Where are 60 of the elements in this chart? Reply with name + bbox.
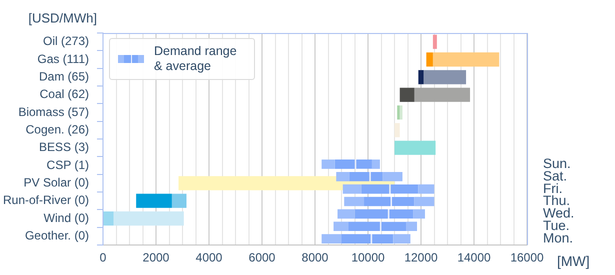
y-tick-label: Biomass (57)	[18, 104, 90, 119]
bar	[414, 88, 470, 102]
x-tick-label: 4000	[196, 250, 223, 265]
y-tick-label: Tue.	[543, 218, 570, 234]
bar	[136, 194, 172, 208]
legend-label: Demand range & average	[154, 44, 238, 74]
bar	[413, 209, 425, 219]
bar	[334, 222, 348, 232]
y-tick-label: Gas (111)	[37, 52, 89, 66]
y-tick-label: Coal (62)	[40, 87, 89, 102]
y-tick-label: Geother. (0)	[24, 228, 90, 242]
bar	[400, 105, 402, 120]
x-tick-label: 14000	[457, 250, 492, 265]
y-tick-label: Cogen. (26)	[26, 122, 89, 136]
bar	[432, 52, 500, 67]
bar	[432, 34, 437, 49]
y-tick-label: Run-of-River (0)	[2, 193, 90, 208]
bar	[393, 234, 410, 244]
y-tick-label: PV Solar (0)	[24, 175, 89, 190]
y-tick-label: Sat.	[543, 168, 568, 184]
y-tick-label: CSP (1)	[46, 158, 89, 172]
bar	[104, 211, 114, 226]
x-tick-label: 16000	[510, 250, 544, 265]
bar	[426, 52, 433, 67]
bar	[336, 172, 350, 182]
y-tick-label: Wed.	[543, 206, 574, 221]
bar	[322, 160, 335, 169]
y-tick-label: Mon.	[543, 230, 574, 246]
bar	[172, 194, 186, 208]
y-tick-label: Dam (65)	[38, 69, 89, 84]
x-tick-label: 6000	[248, 250, 276, 265]
bar	[322, 234, 342, 244]
x-tick-label: 10000	[351, 250, 386, 265]
y-tick-label: Oil (273)	[42, 34, 89, 48]
x-axis-title: [MW]	[557, 252, 590, 269]
y-tick-label: Fri.	[543, 180, 562, 196]
x-tick-label: 2000	[142, 250, 170, 265]
bar	[342, 184, 362, 194]
bar	[338, 209, 355, 219]
bar	[418, 184, 434, 194]
bar	[114, 211, 184, 226]
bar	[394, 123, 400, 138]
y-tick-label: Sun.	[543, 156, 571, 171]
bar	[424, 70, 466, 84]
bar	[372, 160, 380, 169]
y-tick-label: Thu.	[543, 193, 570, 208]
bar	[344, 196, 364, 206]
x-tick-label: 0	[100, 250, 107, 265]
bar	[394, 140, 436, 155]
y-axis-title: [USD/MWh]	[28, 10, 97, 26]
x-tick-label: 8000	[302, 250, 329, 265]
y-tick-label: Wind (0)	[44, 210, 89, 225]
y-tick-label: BESS (3)	[38, 140, 90, 154]
bar	[406, 222, 418, 232]
bar	[397, 105, 400, 120]
bar	[382, 172, 402, 182]
bar	[418, 70, 424, 84]
x-tick-label: 12000	[404, 250, 438, 265]
bar	[414, 196, 434, 206]
bar	[400, 88, 414, 102]
